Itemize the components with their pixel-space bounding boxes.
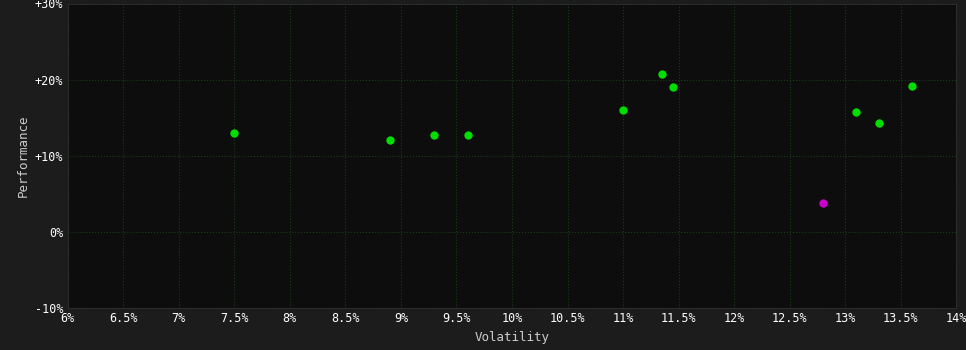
Point — [615, 107, 631, 113]
Point — [666, 84, 681, 90]
Point — [226, 130, 242, 136]
Point — [815, 200, 831, 206]
Y-axis label: Performance: Performance — [16, 114, 29, 197]
Point — [871, 120, 887, 126]
Point — [426, 132, 441, 138]
Point — [654, 71, 669, 77]
Point — [848, 109, 864, 114]
Point — [904, 83, 920, 89]
X-axis label: Volatility: Volatility — [474, 331, 550, 344]
Point — [460, 132, 475, 138]
Point — [382, 137, 397, 142]
